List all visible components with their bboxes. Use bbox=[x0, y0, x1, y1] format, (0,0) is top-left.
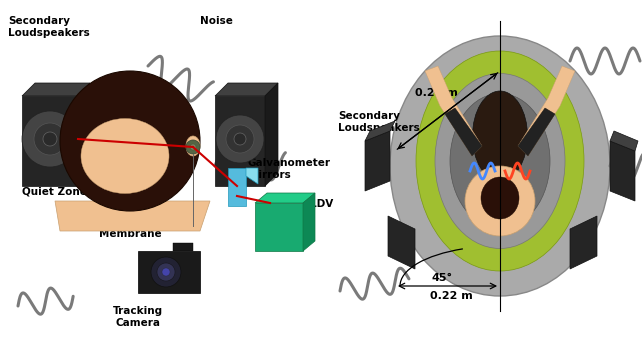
Polygon shape bbox=[228, 168, 246, 206]
Text: Membrane: Membrane bbox=[99, 229, 161, 239]
Circle shape bbox=[34, 123, 66, 155]
Polygon shape bbox=[246, 168, 258, 184]
Polygon shape bbox=[518, 108, 555, 156]
Circle shape bbox=[234, 133, 246, 145]
Ellipse shape bbox=[473, 91, 528, 181]
Circle shape bbox=[43, 132, 57, 146]
Text: Quiet Zone: Quiet Zone bbox=[22, 186, 87, 196]
Circle shape bbox=[190, 144, 196, 150]
Polygon shape bbox=[173, 243, 193, 251]
Polygon shape bbox=[610, 141, 635, 201]
Circle shape bbox=[157, 263, 175, 281]
Circle shape bbox=[186, 140, 200, 154]
Polygon shape bbox=[518, 66, 575, 156]
Polygon shape bbox=[78, 83, 90, 186]
Polygon shape bbox=[215, 83, 278, 96]
Polygon shape bbox=[365, 121, 395, 141]
Circle shape bbox=[22, 111, 78, 167]
Polygon shape bbox=[365, 131, 390, 191]
Polygon shape bbox=[138, 251, 200, 293]
Text: Secondary
Loudspeakers: Secondary Loudspeakers bbox=[8, 16, 90, 38]
Polygon shape bbox=[303, 193, 315, 251]
Polygon shape bbox=[425, 66, 482, 156]
Polygon shape bbox=[610, 131, 638, 151]
Ellipse shape bbox=[416, 51, 584, 271]
Ellipse shape bbox=[481, 177, 519, 219]
Text: Secondary
Loudspeakers: Secondary Loudspeakers bbox=[338, 111, 420, 134]
Text: 45°: 45° bbox=[432, 273, 453, 283]
Ellipse shape bbox=[186, 136, 200, 156]
Polygon shape bbox=[255, 203, 303, 251]
Ellipse shape bbox=[390, 36, 610, 296]
Polygon shape bbox=[445, 108, 482, 156]
Ellipse shape bbox=[450, 93, 550, 229]
Circle shape bbox=[151, 257, 181, 287]
Polygon shape bbox=[388, 216, 415, 269]
Polygon shape bbox=[265, 83, 278, 186]
Text: Galvanometer
Mirrors: Galvanometer Mirrors bbox=[248, 158, 331, 180]
Polygon shape bbox=[105, 176, 150, 201]
Text: Tracking
Camera: Tracking Camera bbox=[113, 306, 163, 329]
Polygon shape bbox=[570, 216, 597, 269]
Polygon shape bbox=[55, 201, 210, 231]
Polygon shape bbox=[215, 96, 265, 186]
Polygon shape bbox=[255, 193, 315, 203]
Ellipse shape bbox=[435, 74, 565, 248]
Circle shape bbox=[226, 125, 254, 153]
Text: Noise: Noise bbox=[200, 16, 233, 26]
Circle shape bbox=[216, 115, 264, 163]
Text: 0.22 m: 0.22 m bbox=[430, 291, 473, 301]
Circle shape bbox=[60, 71, 200, 211]
Text: 0.24 m: 0.24 m bbox=[415, 88, 458, 98]
Ellipse shape bbox=[81, 118, 169, 193]
Circle shape bbox=[162, 268, 170, 276]
Polygon shape bbox=[22, 96, 78, 186]
Circle shape bbox=[465, 166, 535, 236]
Text: LDV: LDV bbox=[310, 199, 333, 209]
Polygon shape bbox=[22, 83, 90, 96]
